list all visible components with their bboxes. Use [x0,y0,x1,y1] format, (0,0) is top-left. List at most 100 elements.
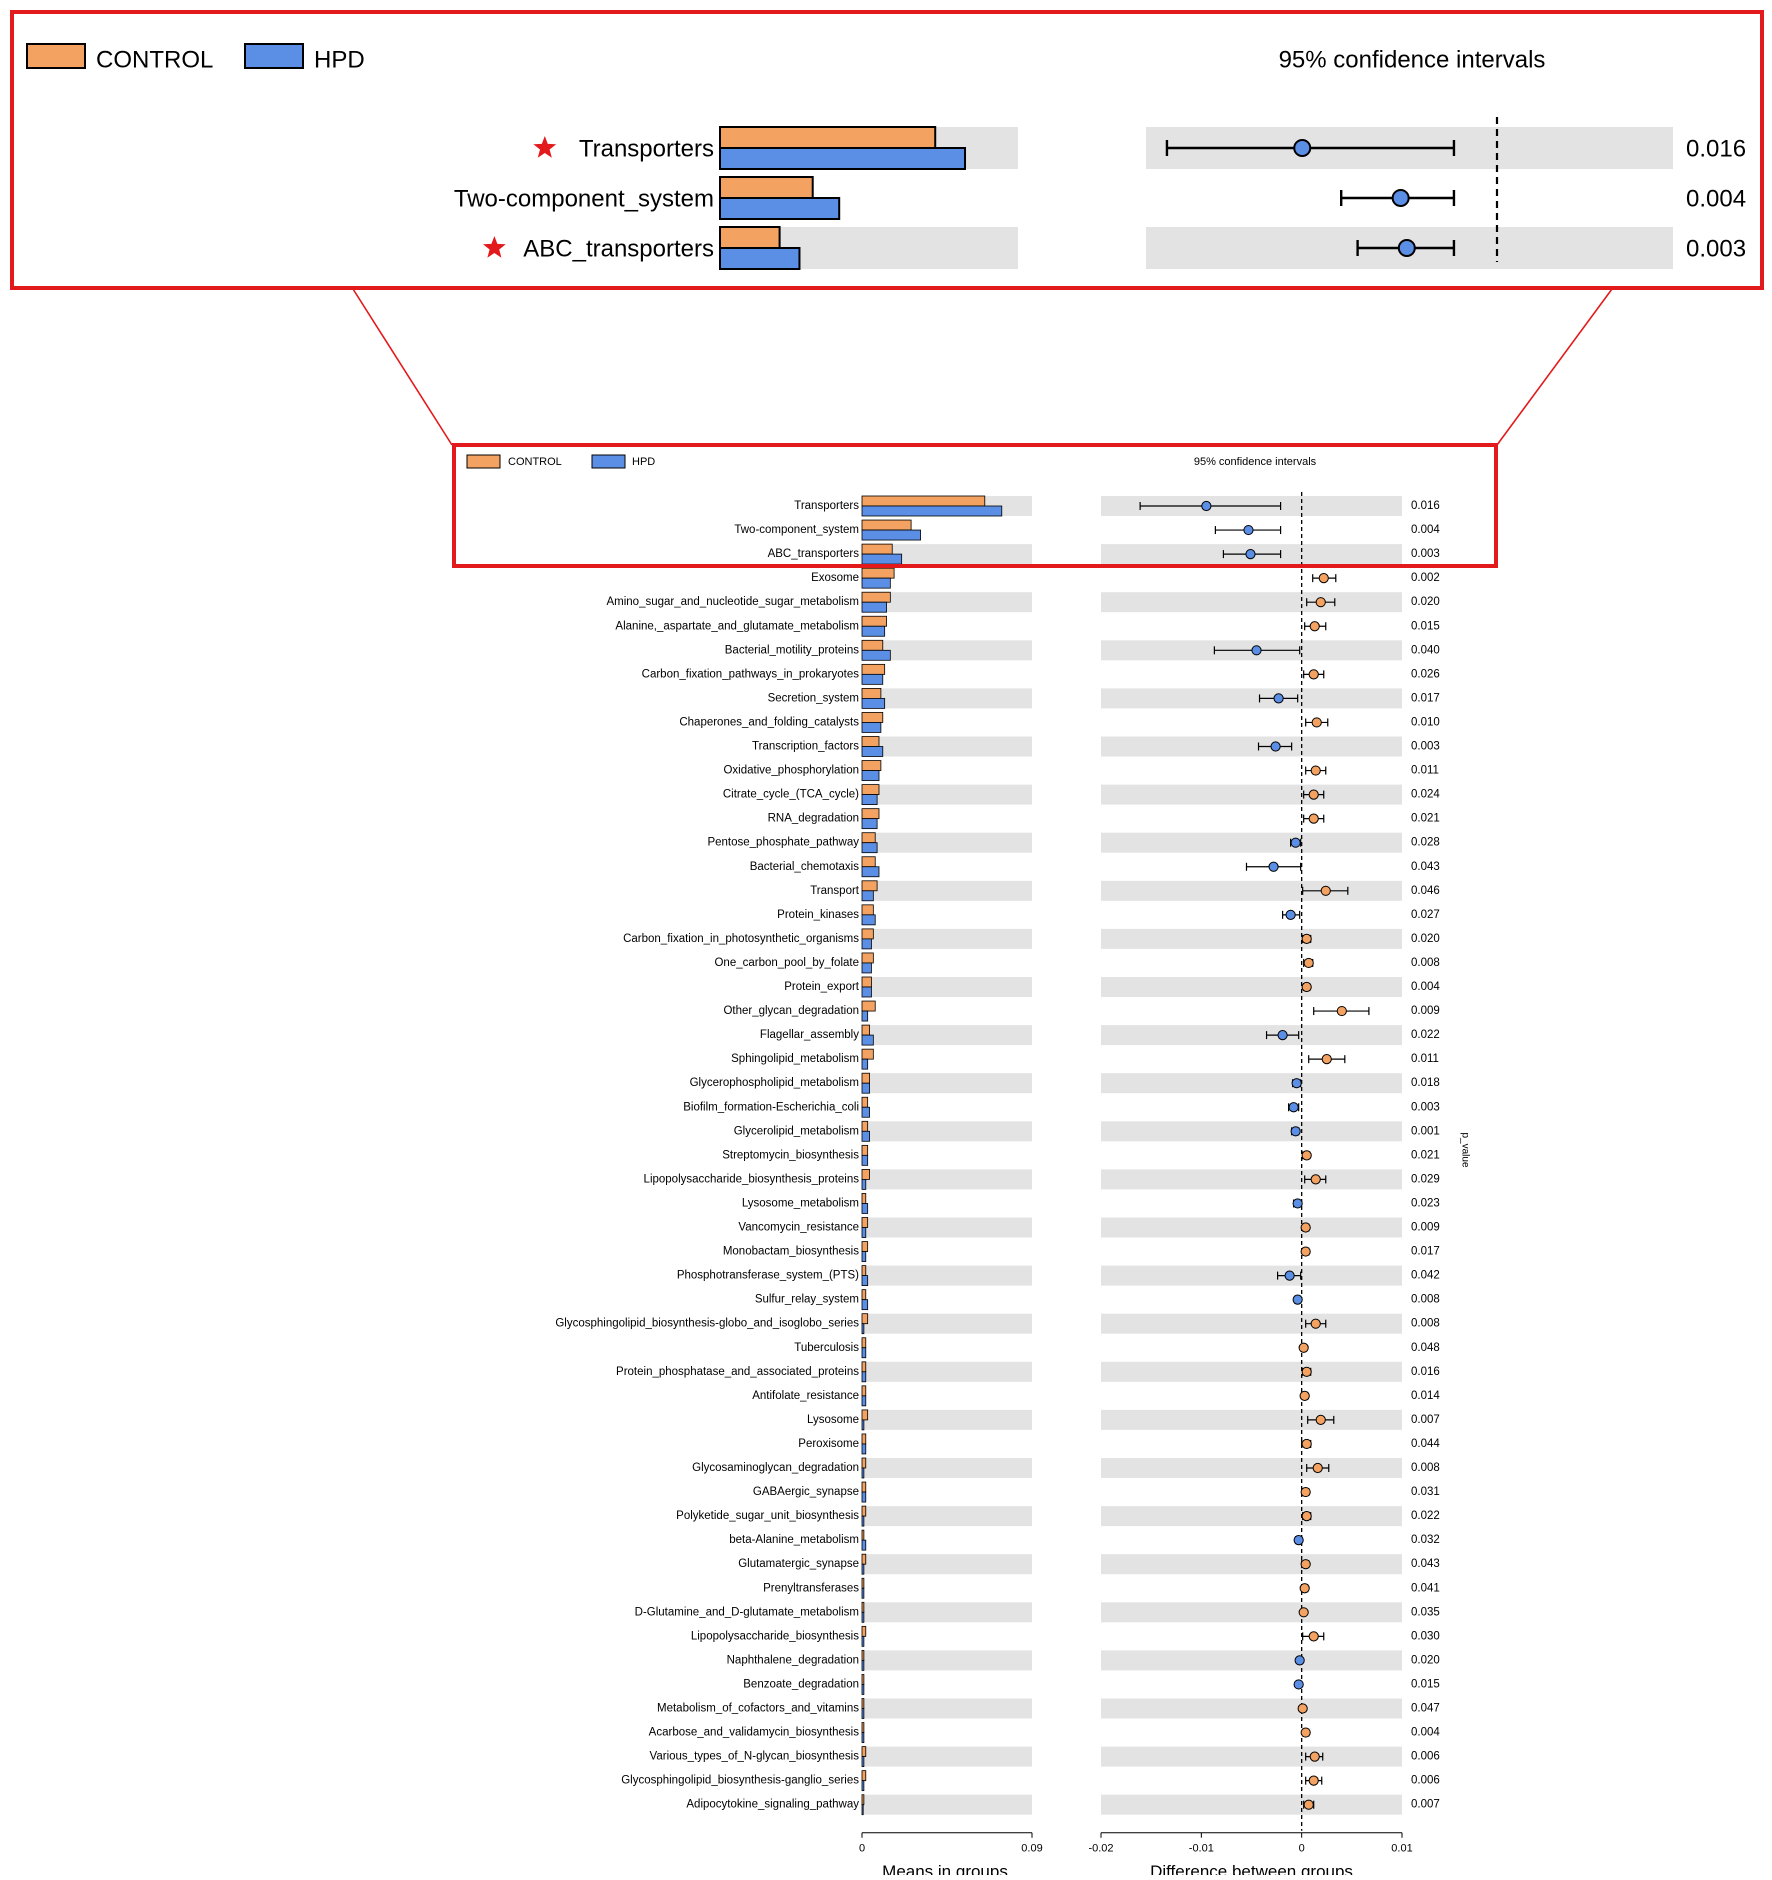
chart-row: Glycosphingolipid_biosynthesis-ganglio_s… [621,1770,1440,1792]
row-stripe-right [1101,1506,1402,1527]
row-stripe-left [862,640,1032,661]
row-label: D-Glutamine_and_D-glutamate_metabolism [635,1606,859,1618]
row-label: beta-Alanine_metabolism [729,1534,859,1546]
chart-row: Exosome 0.002 [811,567,1440,589]
row-stripe-left [862,592,1032,613]
zoom-connector-left [352,288,453,446]
inset-row-label: Transporters [579,135,714,162]
chart-row: Acarbose_and_validamycin_biosynthesis 0.0… [649,1722,1440,1743]
p-value-label: 0.004 [1411,981,1440,993]
p-value-label: 0.015 [1411,1678,1440,1690]
row-stripe-left [862,736,1032,757]
chart-row: Carbon_fixation_in_photosynthetic_organi… [623,928,1440,950]
p-value-label: 0.021 [1411,813,1440,825]
row-label: Flagellar_assembly [760,1029,859,1041]
bar-control [861,615,887,627]
bar-hpd [861,1515,865,1527]
bar-control [861,1193,867,1204]
bar-control [861,1144,869,1156]
chart-row: One_carbon_pool_by_folate 0.008 [714,952,1440,974]
row-stripe-right [1101,1554,1402,1575]
bar-control [861,1024,870,1036]
row-label: Glycosaminoglycan_degradation [692,1462,859,1474]
bar-control [861,1120,869,1132]
bar-hpd [861,1082,870,1094]
diff-point [1300,1246,1311,1257]
main-chart: Transporters 0.016 Two-component_system 0.0… [466,454,1470,1880]
diff-point [1321,1054,1332,1065]
row-label: Biofilm_formation-Escherichia_coli [683,1101,859,1113]
row-label: Various_types_of_N-glycan_biosynthesis [650,1751,860,1763]
bar-control [861,712,884,723]
chart-row: GABAergic_synapse 0.031 [753,1481,1440,1503]
row-label: Prenyltransferases [763,1582,859,1594]
bar-hpd [861,1058,869,1070]
row-stripe-right [1101,592,1402,613]
diff-point [1300,1486,1311,1498]
inset-bar-control [719,126,937,149]
row-stripe-left [862,1602,1032,1623]
chart-row: Transport 0.046 [810,880,1440,902]
p-value-label: 0.003 [1411,1101,1440,1113]
p-value-label: 0.008 [1411,1318,1440,1330]
inset-row-label: ABC_transporters [523,235,714,262]
chart-row: Transcription_factors 0.003 [752,736,1440,757]
p-value-label: 0.003 [1411,741,1440,753]
bar-control [861,1698,865,1709]
row-label: Glycosphingolipid_biosynthesis-globo_and… [555,1318,859,1330]
chart-row: Flagellar_assembly 0.022 [760,1024,1440,1046]
diff-point [1268,861,1279,872]
zoom-inset: CONTROL HPD 95% confidence intervals Transp… [10,10,1764,290]
bar-control [861,1601,865,1613]
bar-hpd [861,1106,870,1118]
bar-control [861,688,882,699]
row-stripe-right [1101,1265,1402,1286]
row-label: GABAergic_synapse [753,1486,859,1498]
chart-row: Other_glycan_degradation 0.009 [723,1000,1440,1022]
bar-control [861,928,874,940]
p-value-label: 0.047 [1411,1703,1440,1715]
p-value-label: 0.024 [1411,789,1440,801]
row-label: Two-component_system [734,524,859,536]
diff-point [1308,813,1319,824]
bar-hpd [861,1419,865,1431]
bar-hpd [861,1732,865,1743]
diff-point [1308,1631,1319,1642]
p-value-label: 0.008 [1411,1294,1440,1306]
p-value-label: 0.026 [1411,668,1440,680]
p-value-label: 0.006 [1411,1775,1440,1787]
diff-point [1291,1078,1302,1089]
zoom-connector-right [1496,288,1613,446]
bar-hpd [861,794,878,805]
bar-control [861,1313,869,1325]
chart-row: Vancomycin_resistance 0.009 [738,1217,1440,1238]
chart-row: Amino_sugar_and_nucleotide_sugar_metabol… [606,591,1440,613]
p-value-label: 0.004 [1411,524,1440,536]
row-label: Bacterial_motility_proteins [725,644,859,656]
row-stripe-right [1101,1025,1402,1046]
bar-hpd [861,1443,867,1455]
row-label: Protein_phosphatase_and_associated_prote… [616,1366,859,1378]
p-value-label: 0.009 [1411,1005,1440,1017]
diff-point [1290,1126,1301,1137]
chart-row: Carbon_fixation_pathways_in_prokaryotes 0… [642,663,1440,685]
row-label: Monobactam_biosynthesis [723,1246,859,1258]
row-label: Amino_sugar_and_nucleotide_sugar_metabol… [606,596,859,608]
p-value-label: 0.031 [1411,1486,1440,1498]
p-value-label: 0.032 [1411,1534,1440,1546]
row-label: Oxidative_phosphorylation [723,765,859,777]
row-label: Glycerolipid_metabolism [734,1125,859,1137]
diff-point [1308,789,1319,800]
bar-hpd [861,938,872,950]
legend-swatch-control [466,454,501,469]
row-label: Polyketide_sugar_unit_biosynthesis [676,1510,859,1522]
diff-point [1273,693,1284,704]
row-label: Streptomycin_biosynthesis [722,1149,859,1161]
row-label: Exosome [811,572,859,584]
bar-control [861,1674,865,1685]
bar-hpd [861,1010,869,1022]
bar-hpd [861,698,886,709]
chart-row: Protein_phosphatase_and_associated_prote… [616,1361,1440,1383]
chart-row: Streptomycin_biosynthesis 0.021 [722,1144,1440,1166]
